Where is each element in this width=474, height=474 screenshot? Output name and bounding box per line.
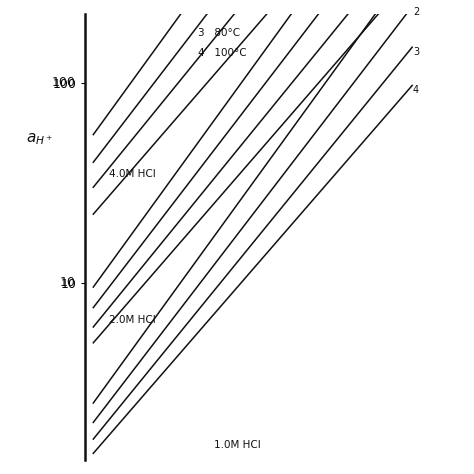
Text: 2.0M HCl: 2.0M HCl [109,315,156,325]
Text: $a_{H^+}$: $a_{H^+}$ [26,131,53,147]
Text: 10: 10 [60,276,76,289]
Text: 3: 3 [413,47,419,57]
Text: 3   80°C: 3 80°C [198,27,240,37]
Text: 4: 4 [413,85,419,95]
Text: 100: 100 [52,76,76,89]
Text: 4   100°C: 4 100°C [198,48,246,58]
Text: 2: 2 [413,7,419,17]
Text: 4.0M HCl: 4.0M HCl [109,169,156,179]
Text: 1.0M HCl: 1.0M HCl [214,439,261,449]
